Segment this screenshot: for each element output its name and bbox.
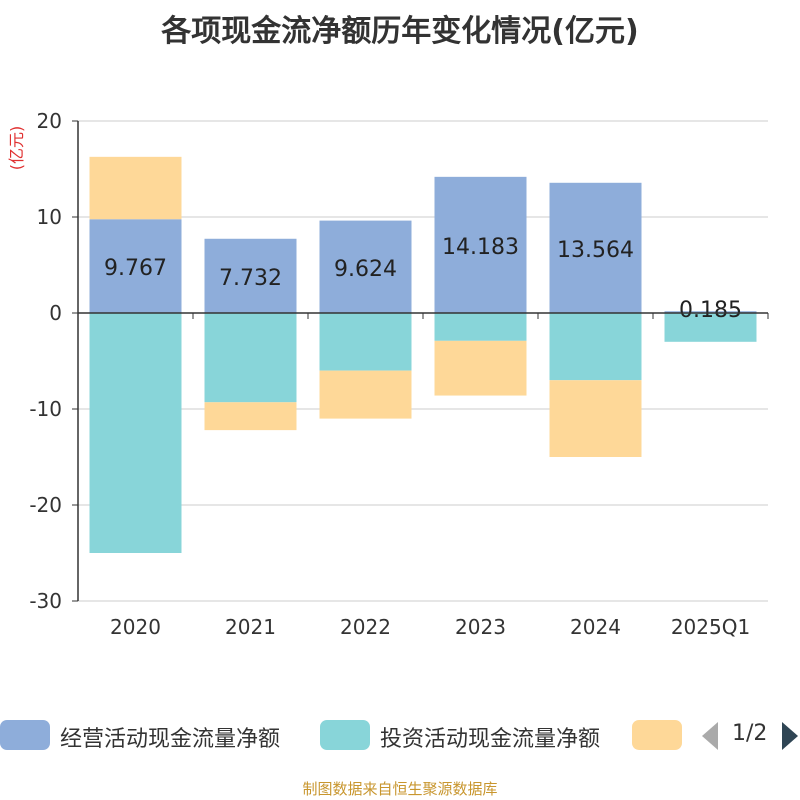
y-tick-label: 20 [37, 109, 62, 133]
bar-financing-2022 [319, 370, 412, 419]
legend-item-operating[interactable]: 经营活动现金流量净额 [0, 720, 310, 752]
bar-operating-2024 [549, 182, 642, 313]
x-tick-label-2020: 2020 [110, 615, 161, 639]
y-tick-label: 0 [49, 301, 62, 325]
legend-pager: 1/2 [700, 720, 800, 750]
data-label-2024: 13.564 [557, 238, 634, 263]
legend-item-investing[interactable]: 投资活动现金流量净额 [320, 720, 630, 752]
bar-operating-2020 [89, 219, 182, 313]
data-label-2021: 7.732 [219, 266, 282, 291]
y-tick-label: 10 [37, 205, 62, 229]
legend: 经营活动现金流量净额 投资活动现金流量净额 1/2 [0, 716, 800, 756]
y-tick-label: -10 [29, 397, 62, 421]
legend-label-operating: 经营活动现金流量净额 [60, 727, 281, 752]
bar-operating-2023 [434, 176, 527, 313]
bar-operating-2025Q1 [664, 311, 757, 313]
bar-financing-2024 [549, 380, 642, 457]
y-tick-label: -20 [29, 493, 62, 517]
bar-investing-2023 [434, 313, 527, 341]
legend-swatch-operating [0, 720, 50, 750]
bar-investing-2020 [89, 313, 182, 553]
legend-swatch-financing [632, 720, 682, 750]
bar-operating-2022 [319, 220, 412, 313]
x-tick-label-2022: 2022 [340, 615, 391, 639]
bar-financing-2020 [89, 156, 182, 220]
y-tick-label: -30 [29, 589, 62, 613]
x-tick-label-2024: 2024 [570, 615, 621, 639]
legend-next-page-icon[interactable] [782, 722, 798, 750]
x-tick-label-2023: 2023 [455, 615, 506, 639]
bar-investing-2025Q1 [664, 313, 757, 342]
y-axis-unit-label: (亿元) [7, 126, 26, 171]
bar-investing-2024 [549, 313, 642, 381]
source-footer: 制图数据来自恒生聚源数据库 [302, 780, 498, 798]
data-label-2020: 9.767 [104, 256, 167, 281]
data-label-2025Q1: 0.185 [679, 298, 742, 323]
chart-title: 各项现金流净额历年变化情况(亿元) [161, 14, 639, 49]
x-tick-label-2021: 2021 [225, 615, 276, 639]
legend-page-indicator: 1/2 [732, 721, 768, 746]
bar-financing-2023 [434, 340, 527, 396]
bar-investing-2021 [204, 313, 297, 403]
x-tick-label-2025Q1: 2025Q1 [671, 615, 750, 639]
bar-investing-2022 [319, 313, 412, 371]
legend-swatch-investing [320, 720, 370, 750]
legend-item-financing[interactable] [632, 720, 684, 750]
legend-label-investing: 投资活动现金流量净额 [380, 727, 601, 752]
data-label-2023: 14.183 [442, 235, 519, 260]
bar-financing-2021 [204, 402, 297, 431]
legend-prev-page-icon[interactable] [702, 722, 718, 750]
bar-operating-2021 [204, 238, 297, 313]
data-label-2022: 9.624 [334, 257, 397, 282]
